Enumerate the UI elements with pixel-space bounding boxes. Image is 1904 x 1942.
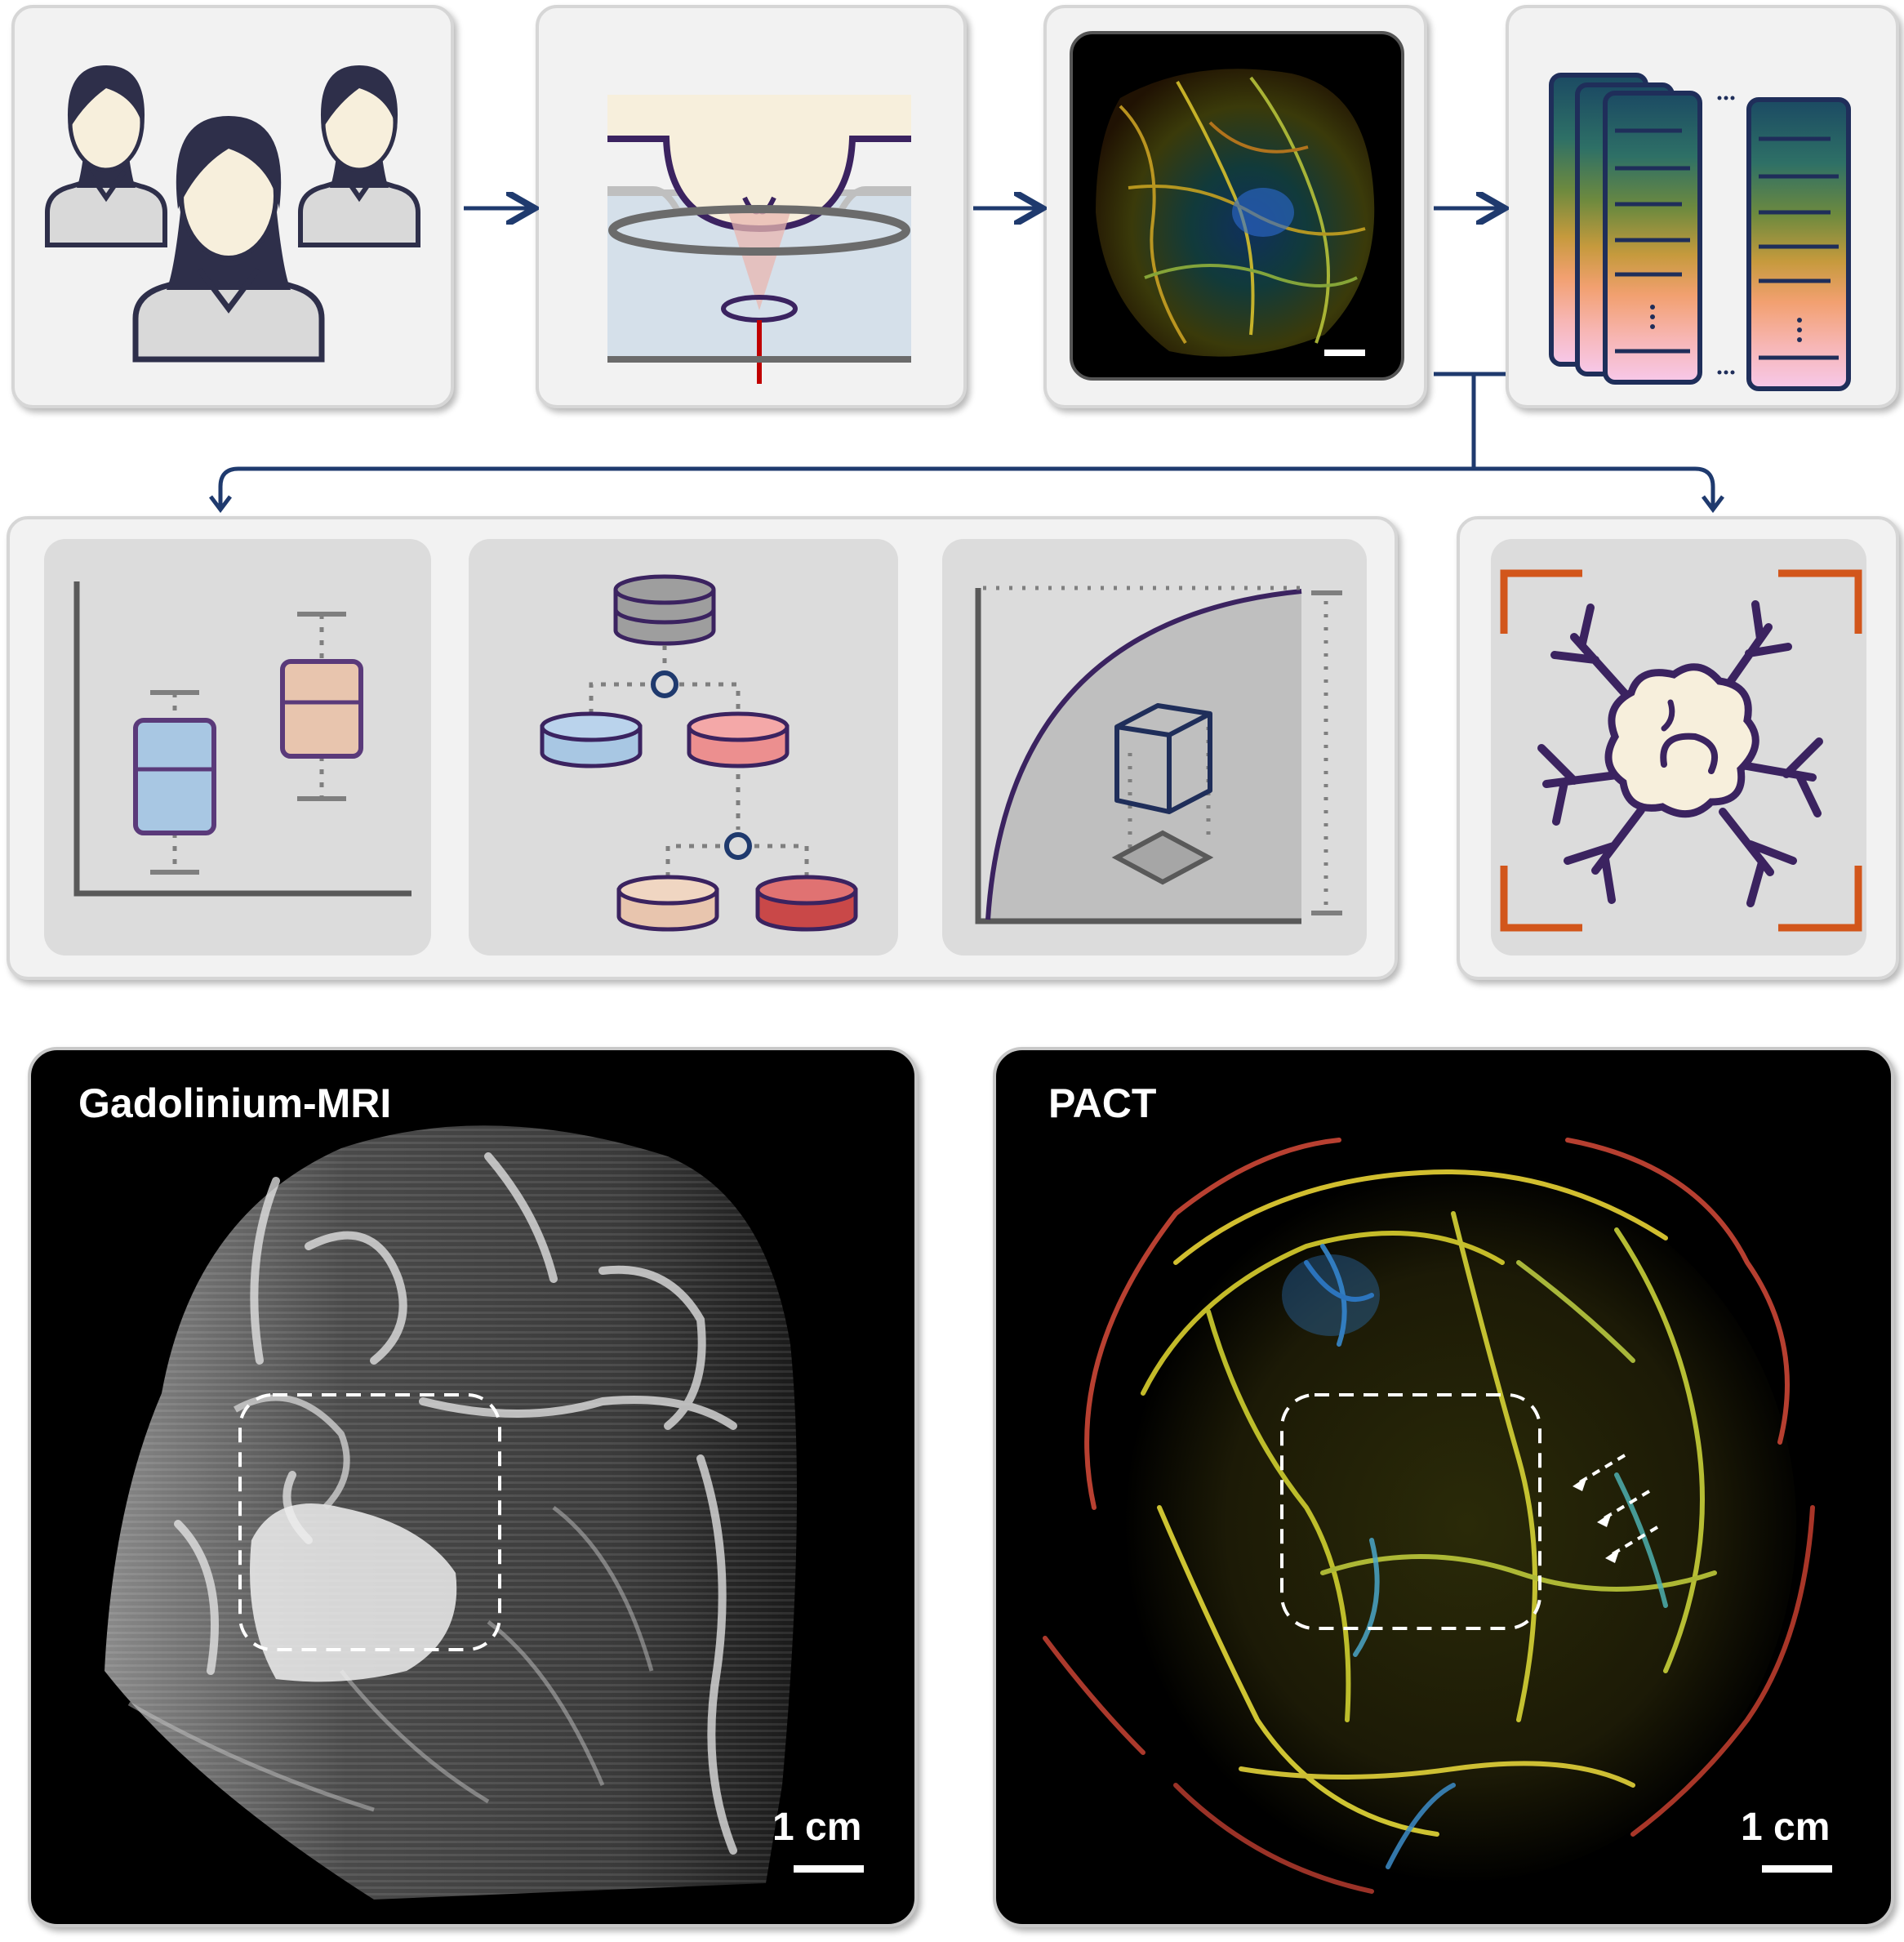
flow-arrows	[209, 0, 1724, 514]
mri-title: Gadolinium-MRI	[78, 1080, 392, 1126]
boxplot-icon	[73, 581, 411, 897]
vascular-image-thumbnail	[1070, 31, 1404, 381]
mri-panel: Gadolinium-MRI 1 cm	[28, 1047, 918, 1927]
tree-panel	[469, 539, 898, 955]
boxplot-panel	[44, 539, 431, 955]
mri-scale-label: 1 cm	[772, 1806, 862, 1849]
pact-scale-bar	[1762, 1865, 1832, 1873]
pact-image	[1043, 1138, 1815, 1894]
vascular-image-box	[1043, 5, 1427, 408]
mri-image	[105, 1125, 797, 1900]
imaging-setup-box	[536, 5, 967, 408]
branch-connector	[218, 372, 1715, 506]
curve-panel	[942, 539, 1367, 955]
tumor-box	[1457, 516, 1899, 980]
dataset-box	[1506, 5, 1899, 408]
tumor-vasculature-icon	[1500, 569, 1862, 932]
pact-scale-label: 1 cm	[1741, 1806, 1831, 1849]
patients-box	[11, 5, 454, 408]
patients-icon	[45, 65, 420, 363]
dataset-stack-icon	[1549, 73, 1851, 391]
pact-panel: PACT 1 cm	[993, 1047, 1894, 1927]
mri-scale-bar	[794, 1865, 864, 1873]
tumor-roi	[1280, 1393, 1541, 1630]
decision-tree-icon	[540, 574, 858, 932]
pact-title: PACT	[1048, 1080, 1157, 1126]
analysis-box	[7, 516, 1398, 980]
performance-curve-icon	[975, 586, 1342, 924]
imaging-setup-icon	[607, 95, 911, 384]
